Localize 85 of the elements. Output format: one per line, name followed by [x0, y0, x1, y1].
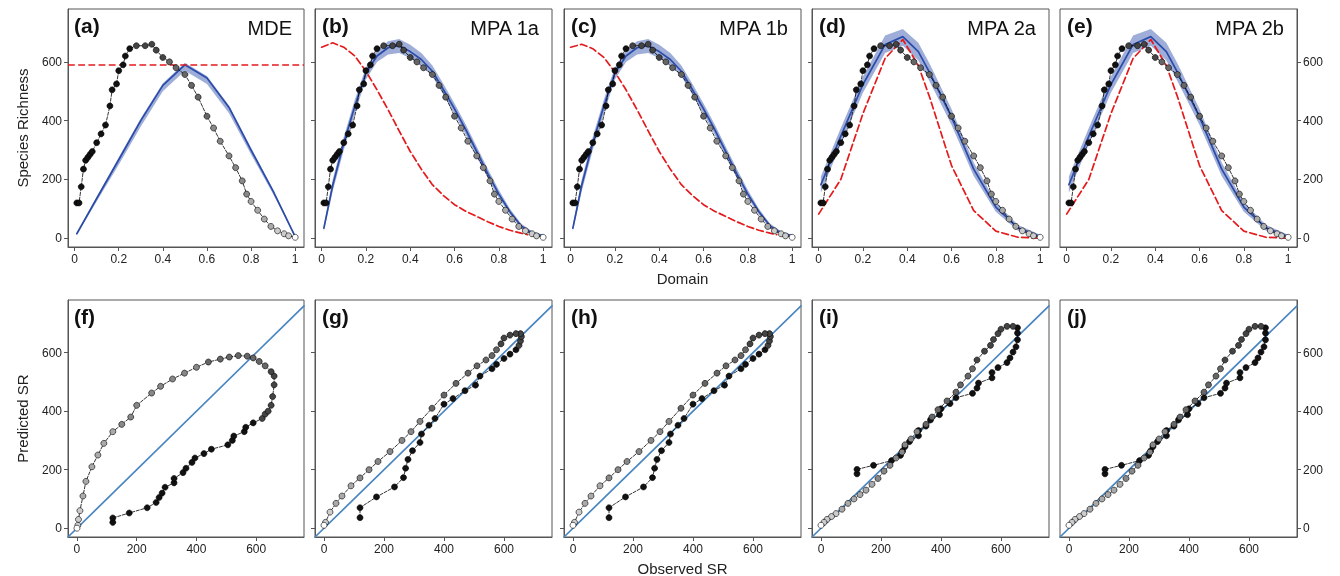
y2-tick-label: 0	[1303, 521, 1311, 536]
y2-tick-label: 0	[1303, 231, 1311, 246]
annotation: (f)	[74, 305, 95, 328]
y-axis-title: Species Richness	[14, 68, 31, 188]
x-tick-label: 600	[1239, 542, 1260, 556]
x-tick-label: 200	[1119, 542, 1140, 556]
x-tick-label: 1	[291, 252, 299, 266]
y-axis-title: Predicted SR	[14, 374, 31, 463]
x-tick-label: 0.2	[110, 252, 128, 266]
y-tick-label: 200	[41, 172, 63, 187]
x-tick-label: 0.6	[1191, 252, 1209, 266]
annotation: (d)	[818, 14, 846, 37]
y2-tick-label: 200	[1303, 172, 1324, 187]
y2-tick-label: 400	[1303, 404, 1324, 419]
x-tick-label: 0	[566, 252, 574, 266]
x-tick-label: 0.2	[357, 252, 375, 266]
x-tick-label: 400	[1179, 542, 1200, 556]
x-tick-label: 400	[186, 542, 207, 556]
x-tick-label: 400	[682, 542, 703, 556]
x-tick-label: 1	[788, 252, 796, 266]
annotation: MPA 1a	[470, 17, 541, 39]
y-tick-label: 0	[55, 231, 63, 246]
x-tick-label: 0.2	[854, 252, 872, 266]
x-tick-label: 0.8	[739, 252, 757, 266]
x-tick-label: 0.6	[198, 252, 216, 266]
x-tick-label: 400	[434, 542, 455, 556]
x-tick-label: 600	[990, 542, 1012, 556]
y-tick-label: 0	[55, 521, 63, 536]
y-tick-label: 200	[41, 462, 63, 477]
x-tick-label: 0.8	[490, 252, 508, 266]
y-tick-label: 400	[41, 113, 63, 128]
annotation: (h)	[570, 305, 598, 328]
annotation: MPA 2a	[967, 17, 1037, 39]
x-tick-label: 0	[71, 252, 79, 266]
x-tick-label: 0	[1063, 252, 1071, 266]
x-tick-label: 0.4	[898, 252, 916, 266]
annotation: (j)	[1067, 305, 1088, 328]
annotation: MDE	[247, 17, 293, 39]
x-tick-label: 0.8	[987, 252, 1005, 266]
x-tick-label: 1	[1284, 252, 1292, 266]
annotation: (c)	[570, 14, 597, 37]
y2-tick-label: 600	[1303, 54, 1324, 69]
x-tick-label: 0	[569, 542, 577, 556]
x-axis-title: Observed SR	[637, 560, 728, 576]
x-tick-label: 0.2	[606, 252, 624, 266]
x-tick-label: 0	[73, 542, 81, 556]
x-tick-label: 0.8	[242, 252, 260, 266]
x-tick-label: 400	[930, 542, 952, 556]
annotation: (i)	[818, 305, 839, 328]
y2-tick-label: 200	[1303, 462, 1324, 477]
x-tick-label: 0	[1065, 542, 1073, 556]
annotation: (e)	[1067, 14, 1093, 37]
annotation: (b)	[322, 14, 350, 37]
x-tick-label: 0.4	[154, 252, 172, 266]
x-tick-label: 600	[742, 542, 763, 556]
y2-tick-label: 400	[1303, 113, 1324, 128]
y-tick-label: 600	[41, 54, 63, 69]
x-tick-label: 600	[494, 542, 515, 556]
x-tick-label: 0.4	[402, 252, 420, 266]
x-tick-label: 0	[817, 542, 825, 556]
x-tick-label: 200	[374, 542, 395, 556]
x-axis-title: Domain	[656, 270, 708, 287]
x-tick-label: 0.6	[943, 252, 961, 266]
x-tick-label: 0.8	[1235, 252, 1253, 266]
x-tick-label: 200	[622, 542, 643, 556]
x-tick-label: 1	[1036, 252, 1044, 266]
x-tick-label: 200	[870, 542, 892, 556]
annotation: (g)	[322, 305, 350, 328]
annotation: MPA 1b	[718, 17, 788, 39]
x-tick-label: 600	[246, 542, 267, 556]
x-tick-label: 0.4	[1147, 252, 1165, 266]
y-tick-label: 400	[41, 404, 63, 419]
x-tick-label: 0	[815, 252, 823, 266]
x-tick-label: 0.6	[446, 252, 464, 266]
annotation: MPA 2b	[1215, 17, 1285, 39]
x-tick-label: 200	[126, 542, 148, 556]
x-tick-label: 0.2	[1102, 252, 1120, 266]
y-tick-label: 600	[41, 345, 63, 360]
x-tick-label: 1	[540, 252, 548, 266]
annotation: (a)	[74, 14, 100, 37]
x-tick-label: 0	[320, 542, 328, 556]
x-tick-label: 0	[318, 252, 326, 266]
x-tick-label: 0.4	[650, 252, 668, 266]
x-tick-label: 0.6	[694, 252, 712, 266]
y2-tick-label: 600	[1303, 345, 1324, 360]
